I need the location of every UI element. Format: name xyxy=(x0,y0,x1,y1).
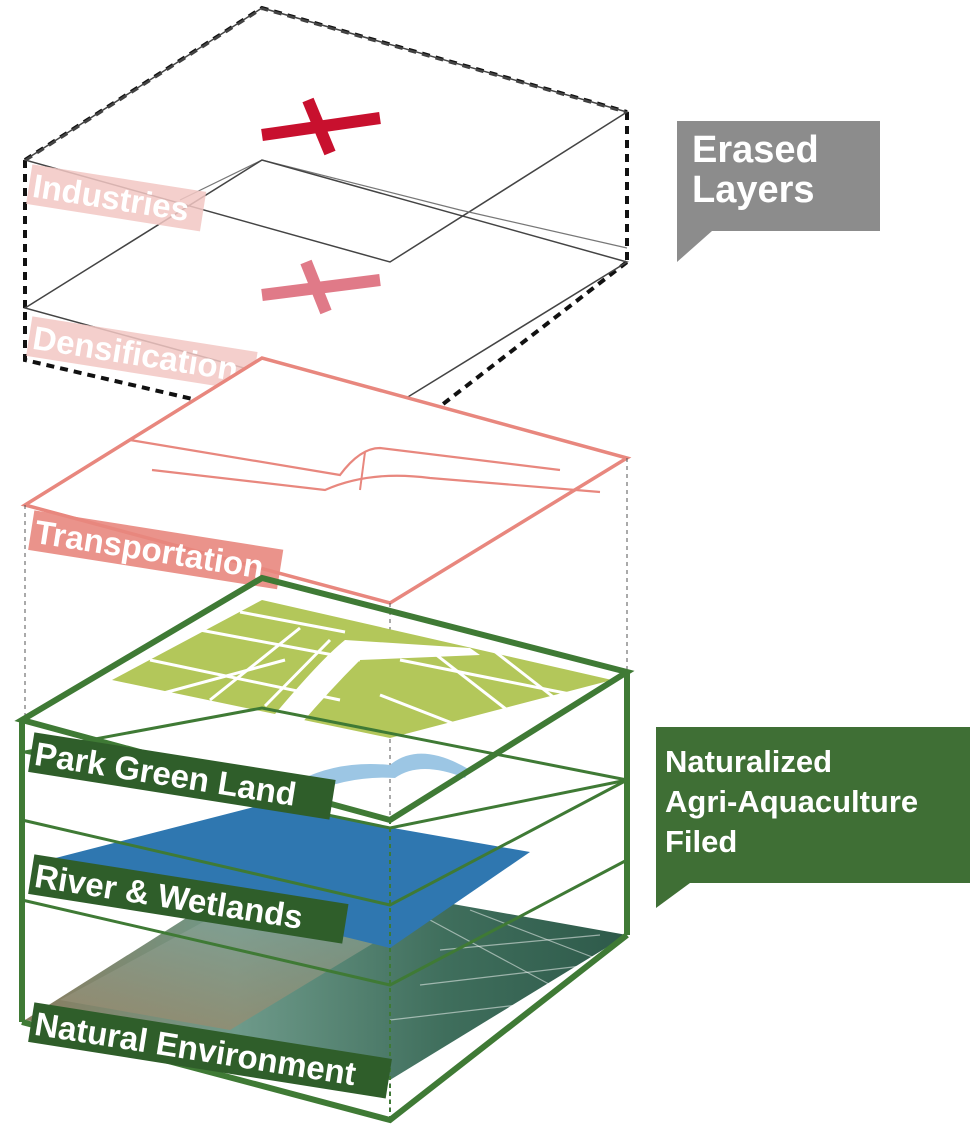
park-green-land-plane xyxy=(112,600,612,738)
naturalized-callout-line1: Naturalized xyxy=(665,744,833,779)
naturalized-inner-lines xyxy=(21,778,628,987)
erased-layers-callout xyxy=(677,121,880,262)
industries-cross-icon xyxy=(261,97,381,156)
svg-text:Densification: Densification xyxy=(30,319,240,388)
river-shape xyxy=(300,753,470,795)
svg-text:Park Green Land: Park Green Land xyxy=(32,735,299,813)
guide-lines xyxy=(24,458,628,1110)
erased-callout-line1: Erased xyxy=(692,129,819,171)
erased-callout-line2: Layers xyxy=(692,169,815,211)
naturalized-callout xyxy=(656,727,970,908)
densification-cross-icon xyxy=(261,259,381,315)
park-green-land-label: Park Green Land xyxy=(28,732,336,820)
river-wetlands-plane xyxy=(40,805,530,948)
naturalized-callout-text: Naturalized Agri-Aquaculture Filed xyxy=(665,742,918,862)
transportation-plane xyxy=(20,356,632,605)
naturalized-callout-line2: Agri-Aquaculture xyxy=(665,784,919,819)
erased-callout-text: Erased Layers xyxy=(692,130,819,210)
naturalized-callout-line3: Filed xyxy=(665,824,738,859)
